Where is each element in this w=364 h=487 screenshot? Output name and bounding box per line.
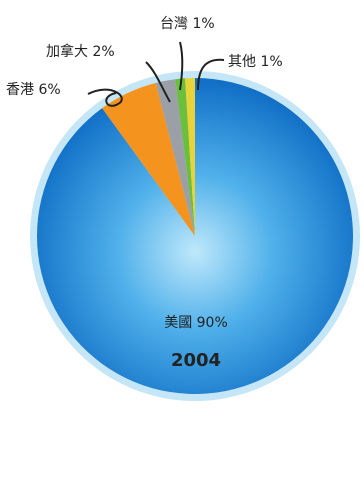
slice-label-taiwan: 台灣 1%	[160, 16, 215, 32]
slice-label-hongkong: 香港 6%	[6, 82, 61, 98]
slice-label-canada: 加拿大 2%	[46, 43, 115, 60]
pie-slice-taiwan	[175, 78, 195, 237]
slice-label-usa: 美國 90%	[164, 315, 228, 331]
callout-line-taiwan	[179, 41, 184, 91]
slice-label-others: 其他 1%	[228, 54, 283, 70]
callout-line-hongkong	[87, 88, 123, 107]
slices-group	[36, 78, 353, 394]
pie-slice-hongkong	[102, 82, 195, 236]
callout-line-canada	[145, 61, 171, 103]
pie-slice-usa	[36, 78, 353, 394]
chart-title: 2004	[171, 350, 221, 371]
pie-slice-canada	[155, 79, 195, 236]
callout-line-others	[197, 58, 225, 91]
pie-slice-others	[185, 78, 195, 236]
